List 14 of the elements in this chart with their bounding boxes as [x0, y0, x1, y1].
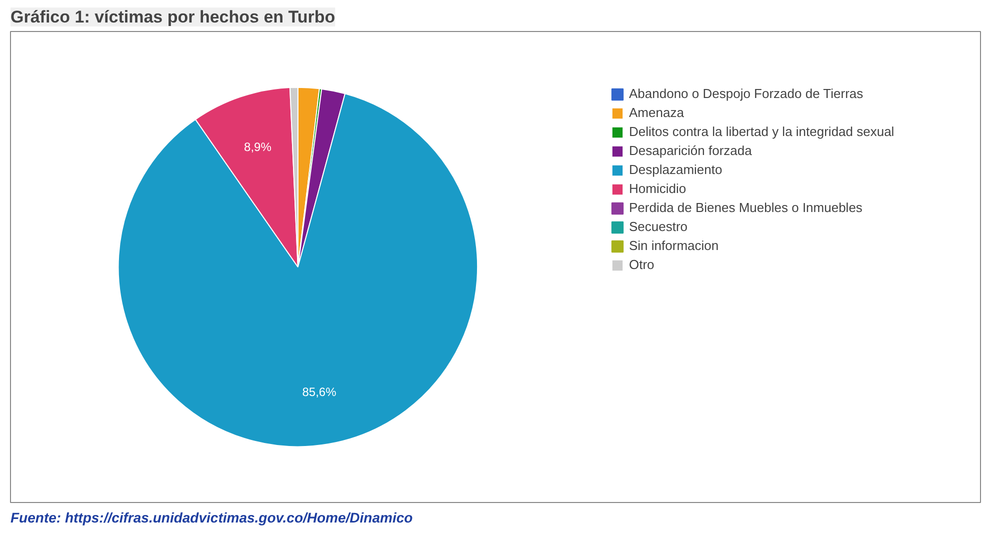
legend-label: Desplazamiento [629, 162, 722, 177]
legend-label: Abandono o Despojo Forzado de Tierras [629, 86, 864, 101]
legend-label: Sin informacion [629, 238, 719, 253]
legend-label: Secuestro [629, 219, 688, 234]
legend-label: Delitos contra la libertad y la integridad sexual [629, 124, 894, 139]
source-note: Fuente: https://cifras.unidadvictimas.gov.co/Home/Dinamico [10, 510, 414, 526]
data-label: 8,9% [244, 140, 272, 154]
legend-label: Perdida de Bienes Muebles o Inmuebles [629, 200, 862, 215]
legend-label: Otro [629, 257, 654, 272]
legend-label: Homicidio [629, 181, 686, 196]
chart-title: Gráfico 1: víctimas por hechos en Turbo [10, 8, 336, 26]
legend-label: Amenaza [629, 105, 684, 120]
legend-label: Desaparición forzada [629, 143, 752, 158]
data-label: 85,6% [302, 384, 337, 399]
